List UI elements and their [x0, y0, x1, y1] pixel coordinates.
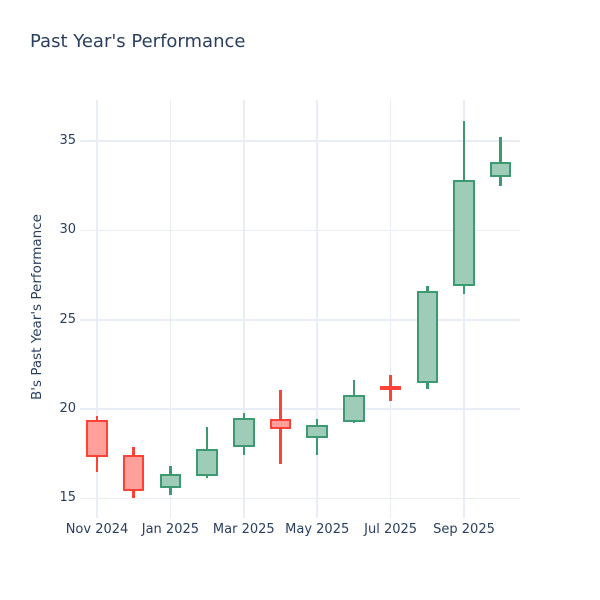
- x-gridline: [463, 100, 465, 518]
- x-gridline: [243, 100, 245, 518]
- candle-may-2025[interactable]: [306, 425, 328, 438]
- chart-title: Past Year's Performance: [30, 31, 246, 52]
- y-axis-tick-label: 15: [59, 490, 76, 506]
- x-axis-tick-label: Nov 2024: [65, 521, 129, 537]
- y-axis-tick-label: 30: [59, 222, 76, 238]
- x-axis-tick-label: Jan 2025: [141, 521, 200, 537]
- x-axis-tick-label: Mar 2025: [212, 521, 275, 537]
- x-gridline: [389, 100, 392, 518]
- candle-nov-2024[interactable]: [86, 419, 108, 458]
- y-gridline: [80, 497, 520, 500]
- y-gridline: [80, 408, 520, 410]
- y-axis-tick-label: 20: [59, 401, 76, 417]
- candle-aug-2025[interactable]: [416, 291, 439, 384]
- candle-wick-oct-2025: [499, 136, 502, 186]
- candle-oct-2025[interactable]: [489, 161, 512, 177]
- y-gridline: [80, 140, 520, 142]
- x-gridline: [169, 100, 172, 518]
- x-gridline: [96, 100, 98, 518]
- candle-jul-2025[interactable]: [379, 385, 402, 391]
- x-gridline: [316, 100, 318, 518]
- candle-jan-2025[interactable]: [159, 474, 182, 488]
- y-axis-tick-label: 25: [59, 311, 76, 327]
- x-axis-tick-label: Sep 2025: [433, 521, 495, 537]
- candle-jun-2025[interactable]: [343, 394, 365, 423]
- candle-feb-2025[interactable]: [196, 449, 218, 476]
- candle-sep-2025[interactable]: [453, 180, 475, 286]
- x-axis-tick-label: May 2025: [285, 521, 350, 537]
- y-axis-tick-label: 35: [59, 133, 76, 149]
- candle-dec-2024[interactable]: [122, 455, 145, 492]
- y-gridline: [80, 229, 520, 232]
- y-gridline: [80, 318, 520, 321]
- candle-apr-2025[interactable]: [269, 418, 292, 429]
- x-axis-tick-label: Jul 2025: [364, 521, 418, 537]
- candle-mar-2025[interactable]: [233, 417, 255, 447]
